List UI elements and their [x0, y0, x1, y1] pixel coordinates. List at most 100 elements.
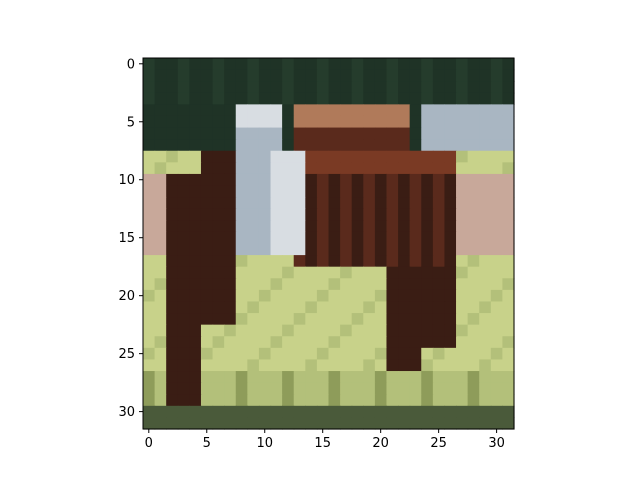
image-pixel [143, 231, 156, 245]
image-pixel [444, 69, 457, 82]
image-pixel [502, 255, 515, 268]
image-pixel [143, 255, 156, 268]
image-pixel [421, 278, 434, 291]
image-pixel [282, 104, 295, 117]
image-pixel [502, 150, 515, 163]
image-pixel [177, 69, 190, 82]
image-pixel [409, 417, 422, 430]
image-pixel [200, 150, 214, 163]
image-pixel [398, 231, 411, 245]
image-pixel [189, 359, 202, 372]
x-tick-label: 5 [203, 436, 211, 451]
image-pixel [293, 359, 306, 372]
image-pixel [444, 104, 457, 117]
image-pixel [293, 58, 306, 71]
image-pixel [409, 243, 422, 256]
image-pixel [502, 127, 515, 140]
image-pixel [154, 289, 167, 303]
image-pixel [340, 220, 353, 233]
image-pixel [212, 313, 225, 326]
image-pixel [340, 371, 353, 384]
image-pixel [270, 185, 283, 198]
image-pixel [293, 394, 306, 407]
image-pixel [154, 208, 167, 221]
image-pixel [200, 69, 214, 82]
image-pixel [363, 347, 376, 361]
image-pixel [374, 127, 388, 140]
image-pixel [409, 127, 422, 140]
image-pixel [432, 104, 446, 117]
image-pixel [200, 371, 214, 384]
image-pixel [305, 243, 318, 256]
image-pixel [189, 58, 202, 71]
image-pixel [316, 278, 330, 291]
image-pixel [212, 266, 225, 279]
image-pixel [166, 266, 179, 279]
image-pixel [258, 324, 272, 337]
image-pixel [351, 127, 364, 140]
image-pixel [328, 394, 341, 407]
image-pixel [328, 371, 341, 384]
image-pixel [479, 208, 492, 221]
image-pixel [224, 150, 237, 163]
image-pixel [490, 382, 504, 395]
image-pixel [502, 220, 515, 233]
image-pixel [386, 347, 399, 361]
image-pixel [200, 255, 214, 268]
image-pixel [363, 173, 376, 187]
image-pixel [432, 197, 446, 210]
image-pixel [490, 417, 504, 430]
x-tick-label: 15 [314, 436, 331, 451]
image-pixel [374, 162, 388, 175]
image-pixel [305, 266, 318, 279]
image-pixel [270, 278, 283, 291]
image-pixel [363, 336, 376, 349]
image-pixel [282, 371, 295, 384]
image-pixel [235, 92, 248, 105]
image-pixel [351, 371, 364, 384]
image-pixel [282, 139, 295, 152]
image-pixel [166, 417, 179, 430]
image-pixel [398, 81, 411, 94]
image-pixel [177, 394, 190, 407]
image-pixel [143, 58, 156, 71]
image-pixel [340, 69, 353, 82]
image-pixel [154, 382, 167, 395]
image-pixel [235, 185, 248, 198]
image-pixel [200, 220, 214, 233]
image-pixel [444, 347, 457, 361]
image-pixel [421, 58, 434, 71]
image-pixel [224, 115, 237, 129]
image-pixel [305, 127, 318, 140]
image-pixel [374, 371, 388, 384]
image-pixel [421, 162, 434, 175]
image-pixel [328, 336, 341, 349]
image-pixel [490, 371, 504, 384]
axes-frame [142, 57, 515, 430]
image-pixel [467, 371, 480, 384]
image-pixel [305, 382, 318, 395]
image-pixel [224, 255, 237, 268]
image-pixel [456, 266, 469, 279]
image-pixel [143, 173, 156, 187]
image-pixel [479, 92, 492, 105]
image-pixel [374, 92, 388, 105]
image-pixel [398, 115, 411, 129]
image-pixel [432, 278, 446, 291]
image-pixel [409, 313, 422, 326]
image-pixel [316, 220, 330, 233]
image-pixel [374, 197, 388, 210]
image-pixel [212, 220, 225, 233]
image-pixel [235, 382, 248, 395]
image-pixel [235, 231, 248, 245]
image-pixel [166, 220, 179, 233]
image-pixel [479, 394, 492, 407]
image-pixel [432, 289, 446, 303]
image-pixel [363, 162, 376, 175]
image-pixel [293, 92, 306, 105]
image-pixel [398, 336, 411, 349]
image-pixel [270, 208, 283, 221]
image-pixel [293, 266, 306, 279]
image-pixel [247, 266, 260, 279]
image-pixel [247, 162, 260, 175]
